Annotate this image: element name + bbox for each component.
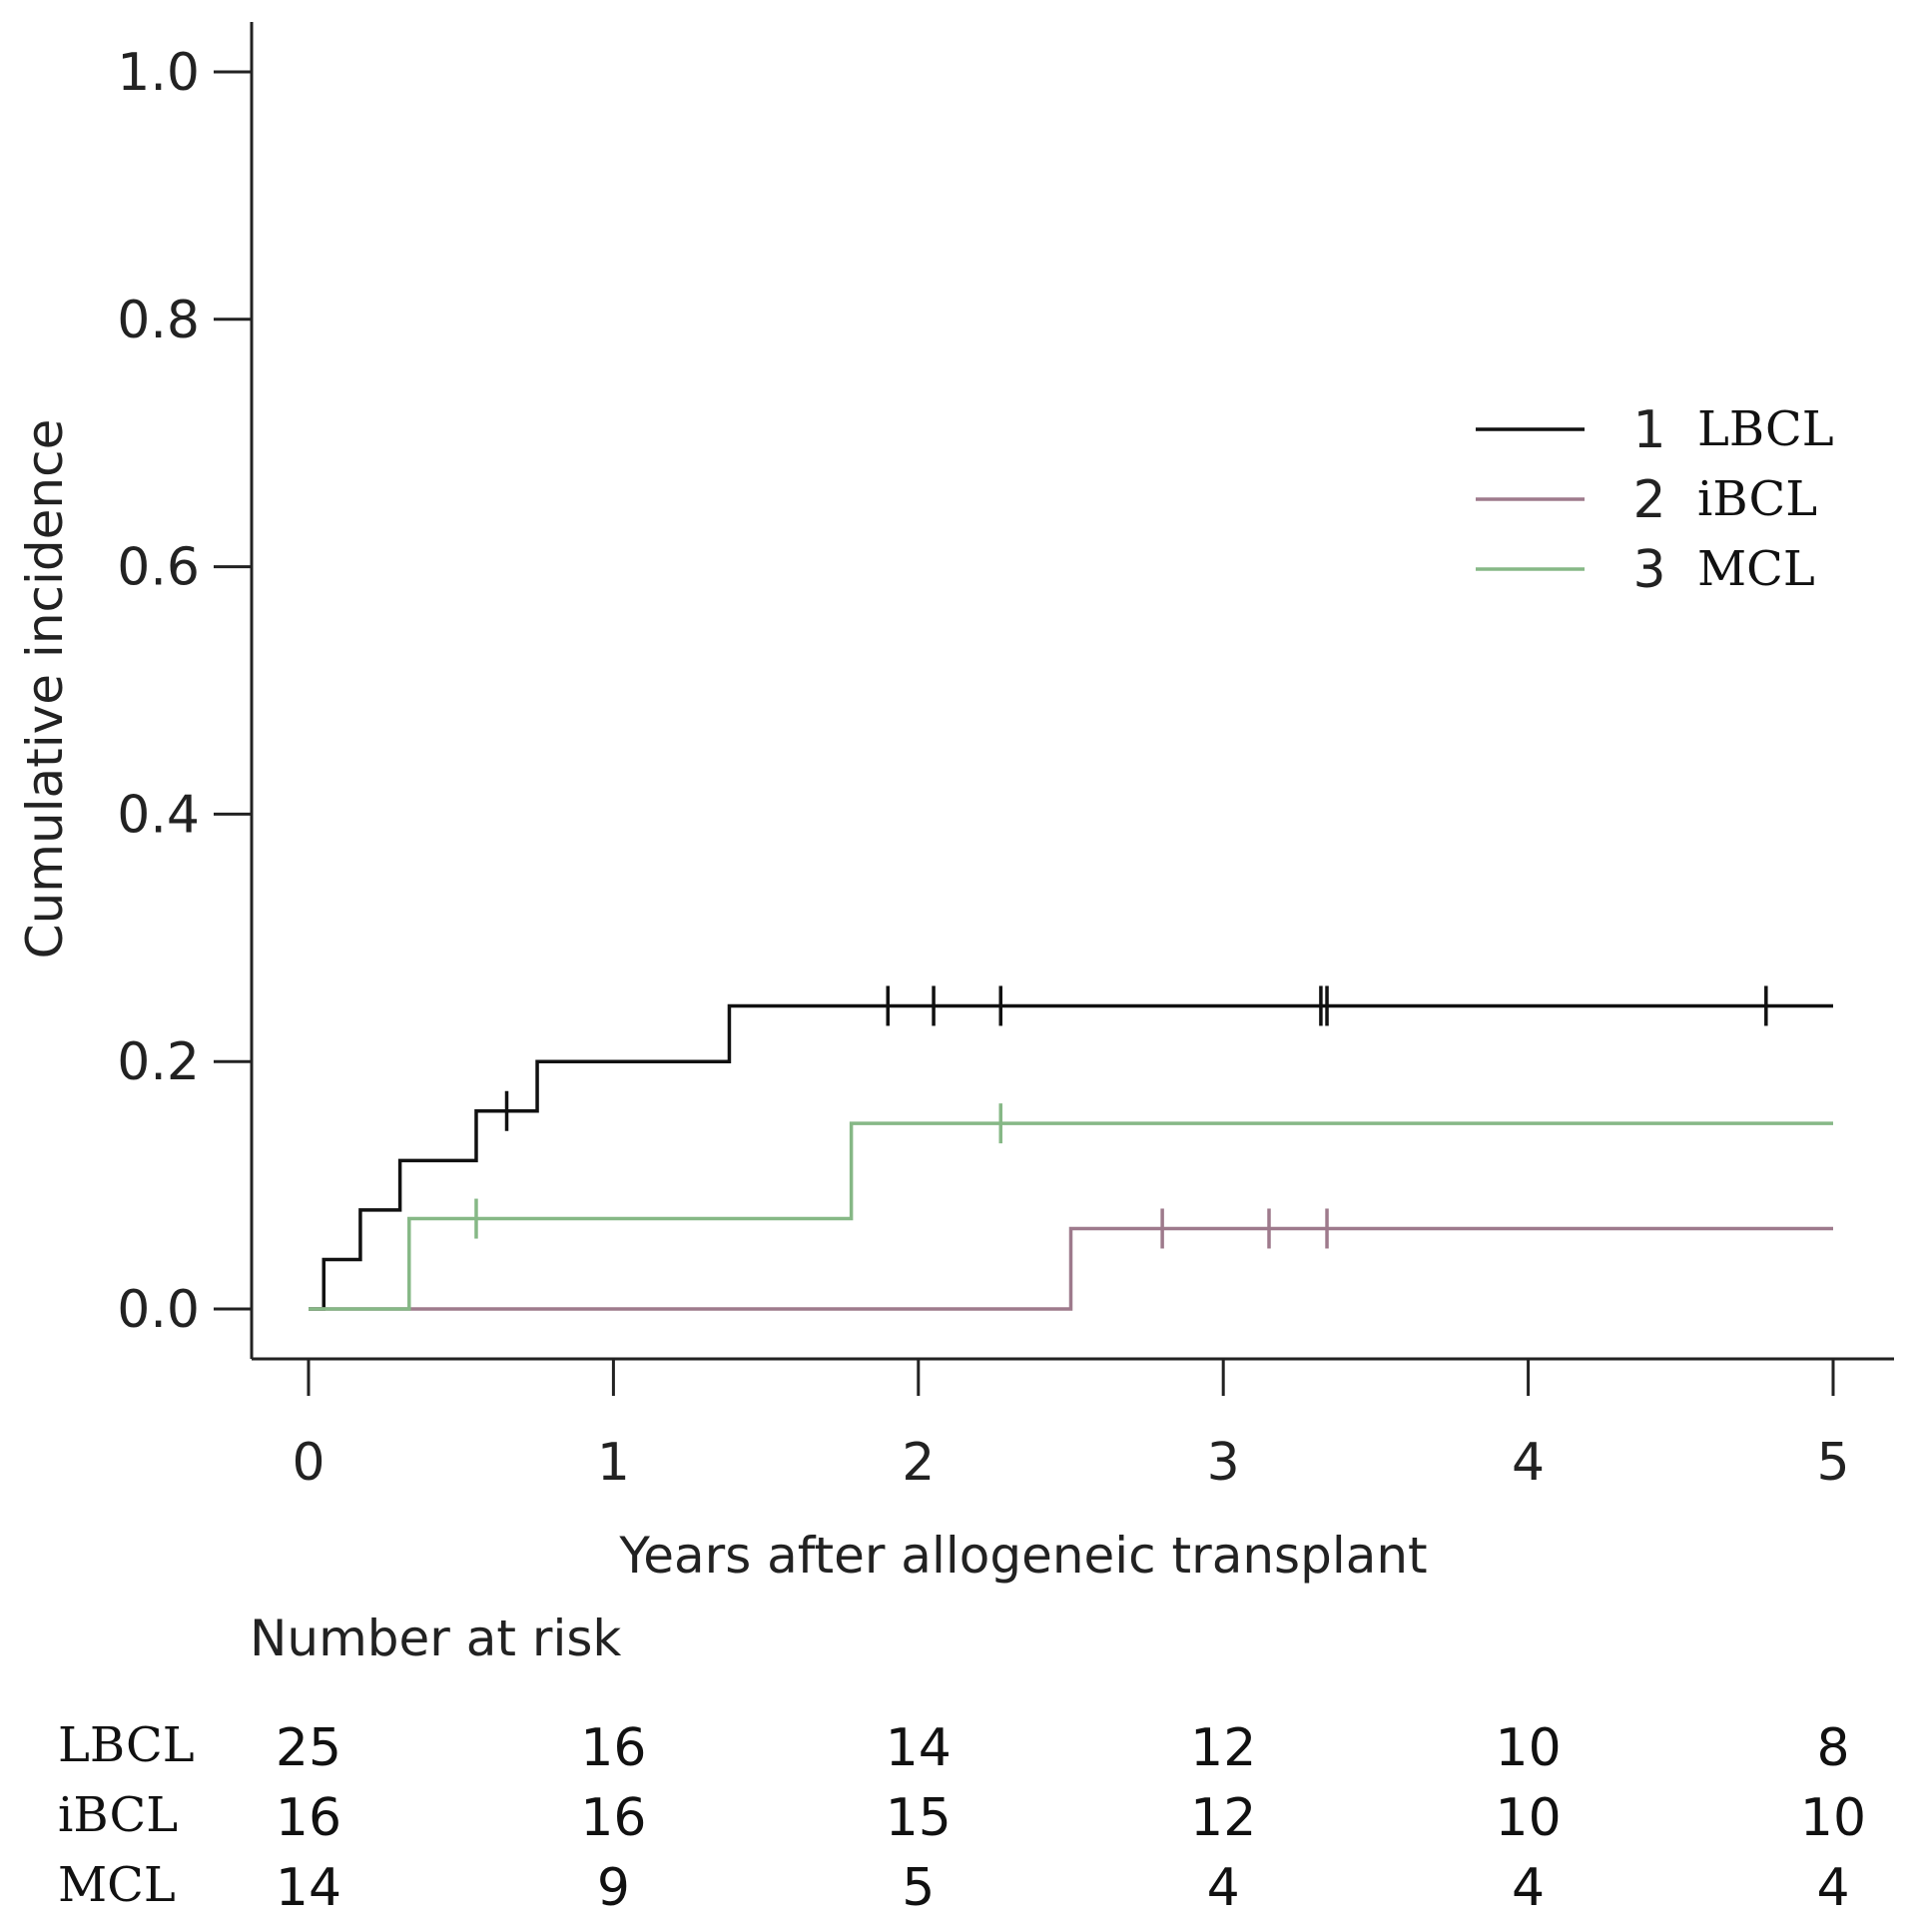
legend-number-ibcl: 2	[1632, 470, 1665, 530]
risk-table: LBCL 25 16 14 12 10 8 iBCL 16 16 15 12 10 10 MCL 14 9 5 4 4…	[58, 1717, 1866, 1918]
risk-value: 10	[1496, 1788, 1562, 1848]
y-tick-label: 1.0	[117, 43, 200, 103]
risk-value: 16	[580, 1718, 646, 1778]
x-tick-label: 4	[1512, 1433, 1545, 1493]
risk-value: 4	[1512, 1858, 1545, 1918]
risk-value: 14	[886, 1718, 952, 1778]
risk-value: 8	[1816, 1718, 1849, 1778]
risk-row-label: iBCL	[58, 1787, 178, 1843]
x-tick-label: 2	[902, 1433, 935, 1493]
risk-value: 12	[1190, 1788, 1256, 1848]
risk-row-label: MCL	[58, 1857, 176, 1913]
risk-row-label: LBCL	[58, 1717, 195, 1773]
series-line-lbcl	[309, 1003, 1833, 1311]
legend-label-mcl: MCL	[1697, 541, 1815, 597]
risk-value: 14	[276, 1858, 341, 1918]
plot-area	[309, 985, 1833, 1311]
risk-value: 10	[1800, 1788, 1866, 1848]
y-axis-title: Cumulative incidence	[16, 419, 74, 960]
y-tick-label: 0.4	[117, 785, 200, 845]
risk-value: 10	[1496, 1718, 1562, 1778]
risk-value: 4	[1207, 1858, 1240, 1918]
risk-value: 4	[1816, 1858, 1849, 1918]
x-axis-title: Years after allogeneic transplant	[618, 1527, 1427, 1585]
risk-value: 5	[902, 1858, 935, 1918]
risk-value: 16	[276, 1788, 341, 1848]
y-tick-label: 0.0	[117, 1280, 200, 1340]
legend-label-lbcl: LBCL	[1697, 401, 1834, 457]
y-tick-label: 0.8	[117, 291, 200, 350]
y-tick-label: 0.6	[117, 538, 200, 598]
risk-value: 15	[886, 1788, 952, 1848]
x-tick-label: 5	[1816, 1433, 1849, 1493]
legend-label-ibcl: iBCL	[1697, 471, 1817, 527]
axes: 0.0 0.2 0.4 0.6 0.8 1.0 0 1 2 3 4 5	[117, 22, 1894, 1493]
risk-value: 25	[276, 1718, 341, 1778]
series-line-ibcl	[309, 1226, 1833, 1311]
risk-value: 9	[597, 1858, 630, 1918]
legend: 1 LBCL 2 iBCL 3 MCL	[1476, 400, 1834, 600]
x-tick-label: 1	[597, 1433, 630, 1493]
series-line-mcl	[309, 1121, 1833, 1311]
risk-value: 16	[580, 1788, 646, 1848]
risk-value: 12	[1190, 1718, 1256, 1778]
risk-table-title: Number at risk	[250, 1610, 621, 1667]
x-tick-label: 3	[1207, 1433, 1240, 1493]
x-tick-label: 0	[292, 1433, 324, 1493]
y-tick-label: 0.2	[117, 1032, 200, 1092]
legend-number-lbcl: 1	[1632, 400, 1665, 460]
legend-number-mcl: 3	[1632, 540, 1665, 600]
